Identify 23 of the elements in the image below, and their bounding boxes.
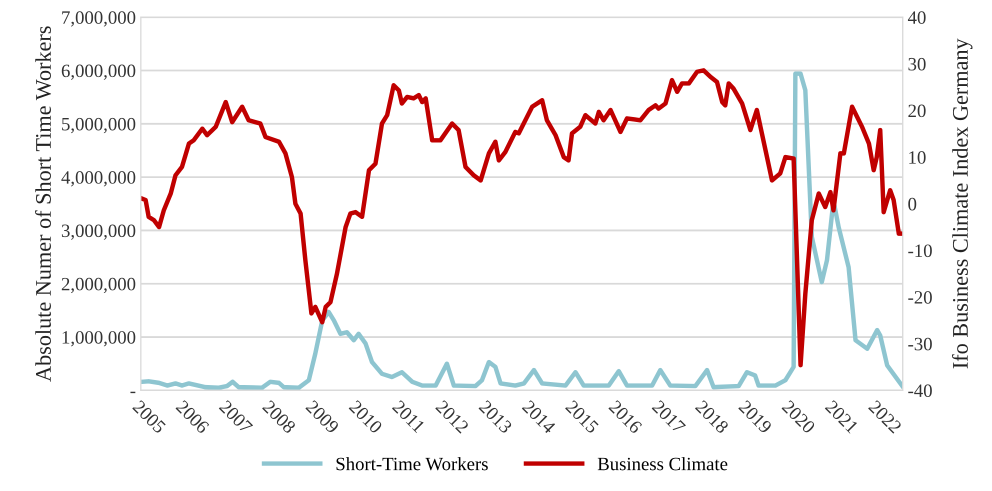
legend-label: Short-Time Workers — [336, 457, 488, 470]
y2-axis-title: Ifo Business Climate Index Germany — [952, 38, 972, 368]
y-tick-label: 1,000,000 — [62, 331, 136, 346]
y-tick-label: 2,000,000 — [62, 278, 136, 294]
legend-label: Business Climate — [598, 457, 728, 470]
y-tick-label: 5,000,000 — [62, 118, 136, 134]
y-axis-title: Absolute Numer of Short Time Workers — [35, 26, 52, 382]
y2-tick-label: -10 — [908, 244, 932, 258]
y2-tick-label: 30 — [908, 58, 926, 71]
y2-tick-label: 20 — [908, 104, 926, 118]
y-tick-label: 7,000,000 — [62, 11, 136, 27]
y2-tick-label: -30 — [908, 338, 932, 350]
x-tick-label: 2007 — [218, 400, 254, 434]
x-tick-label: 2017 — [652, 400, 686, 434]
y2-tick-label: 40 — [908, 11, 926, 24]
y2-tick-label: 10 — [909, 151, 926, 164]
y-tick-label: 3,000,000 — [62, 224, 136, 240]
y-tick-label: 4,000,000 — [61, 171, 136, 186]
y-tick-label: 6,000,000 — [62, 64, 136, 80]
y2-tick-label: -20 — [908, 291, 932, 304]
y2-tick-label: 0 — [908, 198, 916, 210]
y2-tick-label: -40 — [908, 384, 932, 398]
y-tick-label: - — [130, 392, 136, 394]
